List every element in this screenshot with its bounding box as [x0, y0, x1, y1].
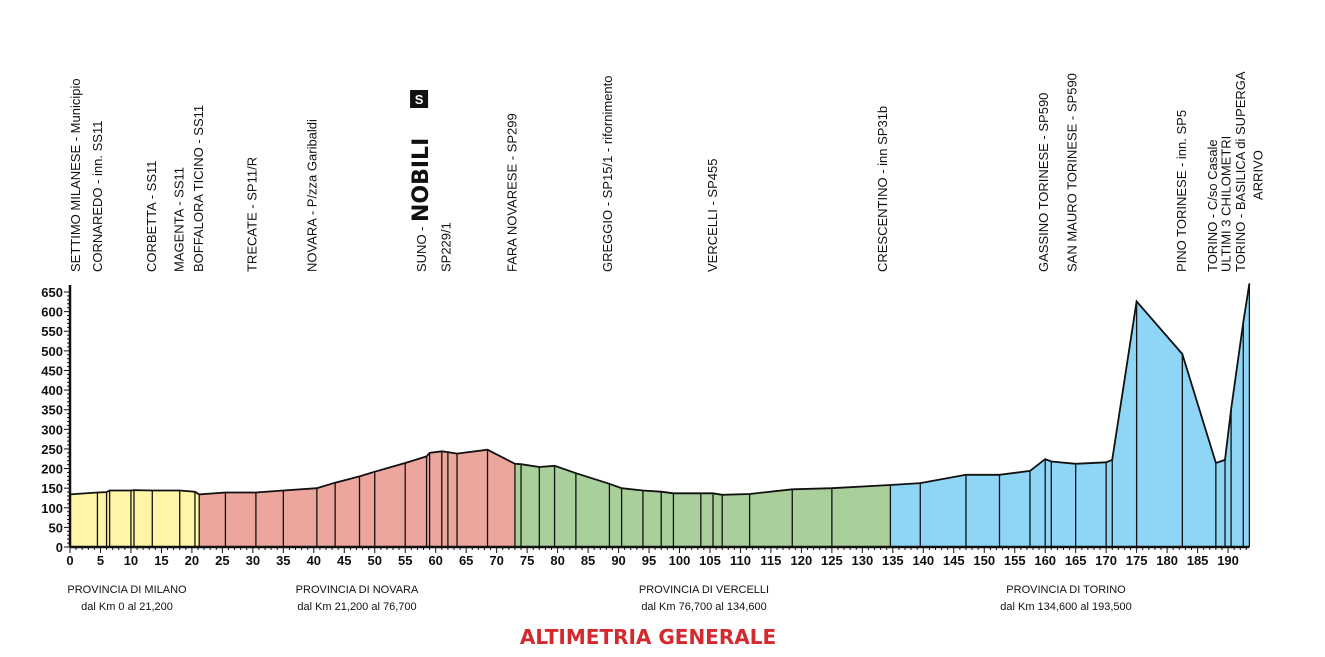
- x-tick-label: 30: [246, 553, 260, 568]
- x-tick-label: 150: [973, 553, 995, 568]
- x-tick-label: 130: [851, 553, 873, 568]
- town-label: SUNO -: [414, 227, 429, 273]
- x-tick-label: 115: [760, 553, 781, 568]
- y-tick-label: 250: [41, 442, 63, 457]
- sponsor-logo: NOBILI: [409, 138, 434, 222]
- province-range: dal Km 134,600 al 193,500: [1000, 601, 1132, 613]
- town-label: TORINO - BASILICA di SUPERGA: [1233, 71, 1248, 272]
- town-label: TORINO - C/so Casale: [1205, 139, 1220, 272]
- x-tick-label: 105: [699, 553, 721, 568]
- town-label: VERCELLI - SP455: [705, 159, 720, 272]
- y-tick-label: 350: [41, 403, 63, 418]
- profile-segment-1: [199, 449, 515, 547]
- y-tick-label: 400: [41, 383, 63, 398]
- province-name: PROVINCIA DI MILANO: [67, 584, 187, 596]
- s-logo-box: [410, 90, 429, 108]
- y-tick-label: 150: [41, 481, 63, 496]
- x-tick-label: 165: [1065, 553, 1087, 568]
- town-label: PINO TORINESE - inn. SP5: [1174, 110, 1189, 272]
- profile-segment-3: [890, 283, 1250, 547]
- x-tick-label: 60: [428, 553, 442, 568]
- town-label: BOFFALORA TICINO - SS11: [191, 105, 206, 272]
- town-label: MAGENTA - SS11: [171, 167, 186, 272]
- x-tick-label: 15: [154, 553, 168, 568]
- x-tick-label: 50: [368, 553, 382, 568]
- town-label: CORBETTA - SS11: [144, 161, 159, 273]
- x-tick-label: 20: [185, 553, 199, 568]
- y-tick-label: 0: [56, 540, 63, 555]
- town-label: SAN MAURO TORINESE - SP590: [1064, 73, 1079, 272]
- x-tick-label: 5: [97, 553, 104, 568]
- x-tick-label: 65: [459, 553, 473, 568]
- town-label: GREGGIO - SP15/1 - rifornimento: [600, 75, 615, 272]
- y-tick-label: 450: [41, 363, 63, 378]
- province-name: PROVINCIA DI NOVARA: [296, 584, 419, 596]
- s-logo-letter: S: [415, 92, 424, 107]
- x-tick-label: 75: [520, 553, 534, 568]
- y-tick-label: 550: [41, 324, 63, 339]
- town-label: SETTIMO MILANESE - Municipio: [68, 78, 83, 272]
- province-name: PROVINCIA DI VERCELLI: [639, 584, 769, 596]
- chart-title: ALTIMETRIA GENERALE: [520, 625, 776, 649]
- x-tick-label: 55: [398, 553, 412, 568]
- x-tick-label: 140: [912, 553, 934, 568]
- x-tick-label: 125: [821, 553, 843, 568]
- town-label: NOVARA - P/zza Garibaldi: [304, 119, 319, 272]
- x-tick-label: 180: [1156, 553, 1178, 568]
- s-logo-icon: S: [410, 90, 429, 108]
- profile-line: [69, 283, 1251, 496]
- province-range: dal Km 21,200 al 76,700: [297, 601, 416, 613]
- x-tick-label: 95: [642, 553, 656, 568]
- profile-segment-2: [514, 463, 891, 547]
- x-tick-label: 155: [1004, 553, 1026, 568]
- x-tick-label: 170: [1095, 553, 1117, 568]
- x-tick-label: 25: [215, 553, 229, 568]
- x-tick-label: 100: [669, 553, 691, 568]
- province-name: PROVINCIA DI TORINO: [1006, 584, 1126, 596]
- y-tick-label: 600: [41, 305, 63, 320]
- x-tick-label: 90: [611, 553, 625, 568]
- x-tick-label: 175: [1126, 553, 1148, 568]
- x-tick-label: 80: [550, 553, 564, 568]
- town-label: CORNAREDO - inn. SS11: [90, 121, 105, 272]
- x-tick-label: 185: [1187, 553, 1209, 568]
- province-range: dal Km 0 al 21,200: [81, 601, 173, 613]
- y-tick-label: 300: [41, 422, 63, 437]
- town-label: GASSINO TORINESE - SP590: [1036, 93, 1051, 272]
- x-tick-label: 40: [307, 553, 321, 568]
- x-tick-label: 190: [1217, 553, 1239, 568]
- x-tick-label: 45: [337, 553, 351, 568]
- x-tick-label: 135: [882, 553, 904, 568]
- x-tick-label: 70: [489, 553, 503, 568]
- x-tick-label: 120: [791, 553, 813, 568]
- x-tick-label: 110: [730, 553, 751, 568]
- town-label: FARA NOVARESE - SP299: [504, 113, 519, 272]
- x-tick-label: 145: [943, 553, 965, 568]
- town-label: CRESCENTINO - inn SP31b: [875, 106, 890, 272]
- x-tick-label: 10: [124, 553, 138, 568]
- x-tick-label: 85: [581, 553, 595, 568]
- y-tick-label: 100: [41, 501, 63, 516]
- town-label: ULTIMI 3 CHILOMETRI: [1219, 136, 1234, 272]
- province-range: dal Km 76,700 al 134,600: [641, 601, 766, 613]
- y-tick-label: 50: [49, 520, 63, 535]
- x-tick-label: 0: [66, 553, 73, 568]
- x-tick-label: 160: [1034, 553, 1056, 568]
- finish-label: ARRIVO: [1250, 150, 1265, 200]
- y-tick-label: 650: [41, 285, 63, 300]
- y-tick-label: 200: [41, 462, 63, 477]
- y-tick-label: 500: [41, 344, 63, 359]
- town-label: TRECATE - SP11/R: [245, 157, 260, 272]
- town-label: SP229/1: [438, 222, 453, 272]
- x-tick-label: 35: [276, 553, 290, 568]
